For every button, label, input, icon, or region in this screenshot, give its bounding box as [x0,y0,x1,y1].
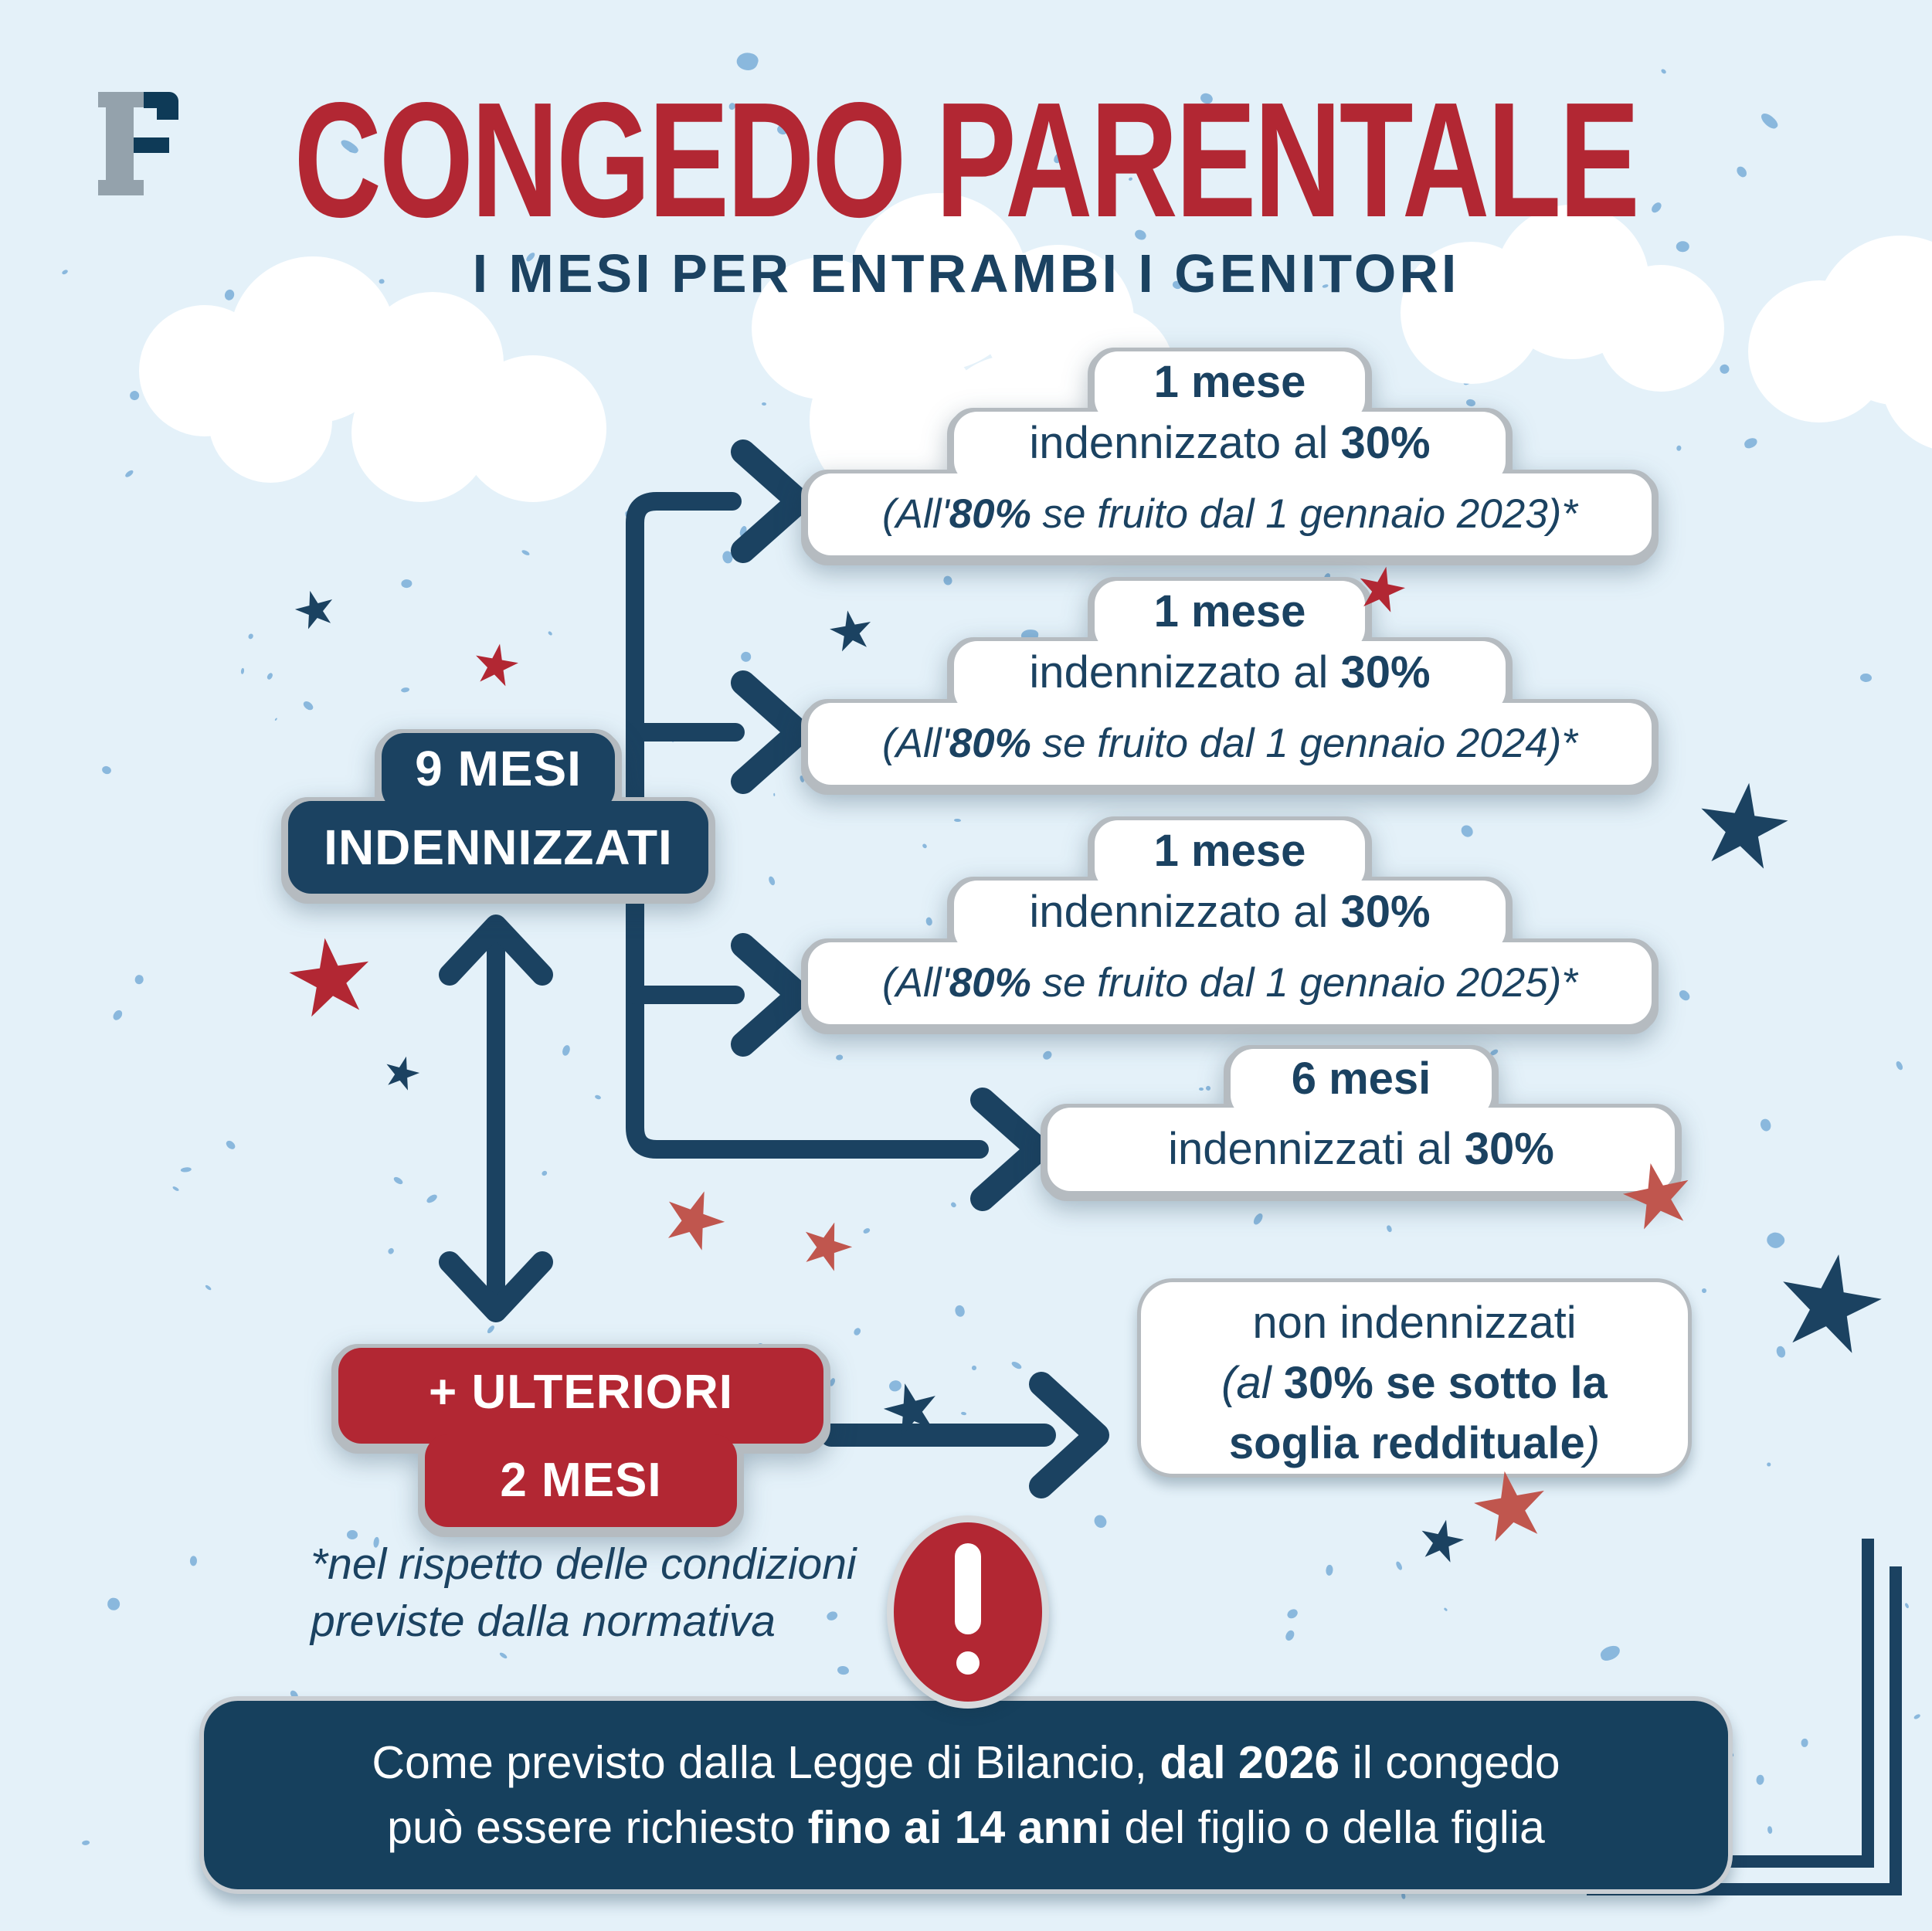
bubble-step [1095,820,1365,891]
arrowhead-branch-4 [970,1088,1051,1211]
bubble-step [1047,1108,1675,1191]
page-title: CONGEDO PARENTALE [294,68,1640,252]
star-icon [380,1052,423,1095]
bubble-line: 6 mesi [1291,1054,1431,1104]
arrowhead-branch-2 [731,670,811,794]
bracket-outer-vertical [1862,1539,1874,1868]
star-icon [1769,1245,1890,1366]
star-icon [1691,776,1794,879]
bubble-line: indennizzati al 30% [1168,1124,1554,1174]
bubble-line: 1 mese [1153,357,1306,407]
bubble-line: INDENNIZZATI [324,820,673,875]
brand-logo: F [98,92,178,195]
star-icon [1468,1464,1553,1550]
bubble-step [338,1348,823,1444]
star-icon [284,932,378,1027]
bubble-line: (All'80% se fruito dal 1 gennaio 2025)* [882,960,1577,1006]
banner-line: può essere richiesto fino ai 14 anni del… [387,1802,1545,1853]
cloud-puff [209,359,332,483]
double-arrow-down-head [439,1251,553,1322]
logo-top-serif [98,92,144,107]
box-6-mesi-2025: 1 mese indennizzato al 30% (All'80% se fru… [808,820,1652,1024]
bubble-step [954,881,1506,953]
result-box: non indennizzati (al 30% se sotto la sog… [1137,1278,1692,1478]
box-1-mese-2023: 1 mese indennizzato al 30% (All'80% se fru… [808,351,1652,555]
arrowhead-branch-1 [731,439,811,563]
bubble-line: (All'80% se fruito dal 1 gennaio 2023)* [882,491,1577,537]
badge-9-mesi-indennizzati: 9 MESI INDENNIZZATI [288,733,708,894]
bubble-step [1231,1049,1492,1118]
bubble-line: indennizzato al 30% [1029,418,1431,468]
box-6-mesi: 6 mesi indennizzati al 30% [1047,1049,1675,1191]
bubble-step [288,801,708,894]
bubble-step [1095,581,1365,652]
bubble-step [382,733,615,812]
bubble-line: indennizzato al 30% [1029,647,1431,697]
badge-ulteriori-2-mesi: + ULTERIORI 2 MESI [338,1348,823,1527]
star-icon [1353,562,1410,619]
logo-stem [106,107,134,180]
cloud-puff [351,363,491,502]
bracket-inner-vertical [1890,1566,1902,1895]
banner-line: Come previsto dalla Legge di Bilancio, d… [372,1737,1560,1788]
star-icon [878,1376,945,1444]
star-icon [1415,1515,1469,1569]
bubble-step [425,1434,737,1527]
bubble-line: + ULTERIORI [429,1366,733,1419]
banner: Come previsto dalla Legge di Bilancio, d… [199,1696,1733,1894]
alert-icon-bar [955,1543,981,1634]
result-box-line: (al 30% se sotto la [1221,1358,1608,1408]
bubble-step [808,703,1652,785]
star-icon [654,1181,734,1261]
footnote: *nel rispetto delle condizioni previste … [311,1536,857,1650]
star-icon [470,640,521,691]
extra-arrow-head [1029,1372,1109,1498]
footnote-line: *nel rispetto delle condizioni [311,1539,857,1589]
bubble-step [808,942,1652,1024]
star-icon [827,607,877,657]
logo-top-arm-drop [157,107,178,120]
bubble-line: 9 MESI [415,741,582,796]
star-icon [1617,1156,1699,1239]
bubble-line: 2 MESI [500,1454,662,1507]
star-icon [794,1214,858,1278]
bubble-step [808,473,1652,555]
bubble-line: 1 mese [1153,826,1306,876]
bubble-line: 1 mese [1153,586,1306,636]
alert-icon: ! [887,1515,1049,1709]
footnote-line: previste dalla normativa [311,1597,776,1646]
logo-mid-arm [134,137,169,153]
cloud-puff [1598,265,1724,392]
bubble-line: (All'80% se fruito dal 1 gennaio 2024)* [882,721,1577,766]
logo-foot-serif [98,180,144,195]
result-box-line: soglia reddituale) [1228,1418,1601,1468]
bubble-step [1095,351,1365,423]
bubble-line: indennizzato al 30% [1029,887,1431,937]
arrowhead-branch-3 [731,933,811,1057]
logo-top-arm [144,92,178,108]
star-icon [290,585,340,635]
result-box-line: non indennizzati [1252,1298,1577,1348]
box-1-mese-2024: 1 mese indennizzato al 30% (All'80% se fru… [808,581,1652,785]
bubble-step [954,412,1506,484]
bubble-step [954,641,1506,714]
page-subtitle: I MESI PER ENTRAMBI I GENITORI [472,243,1460,304]
double-arrow-up-head [439,915,553,986]
alert-icon-dot [956,1651,980,1675]
